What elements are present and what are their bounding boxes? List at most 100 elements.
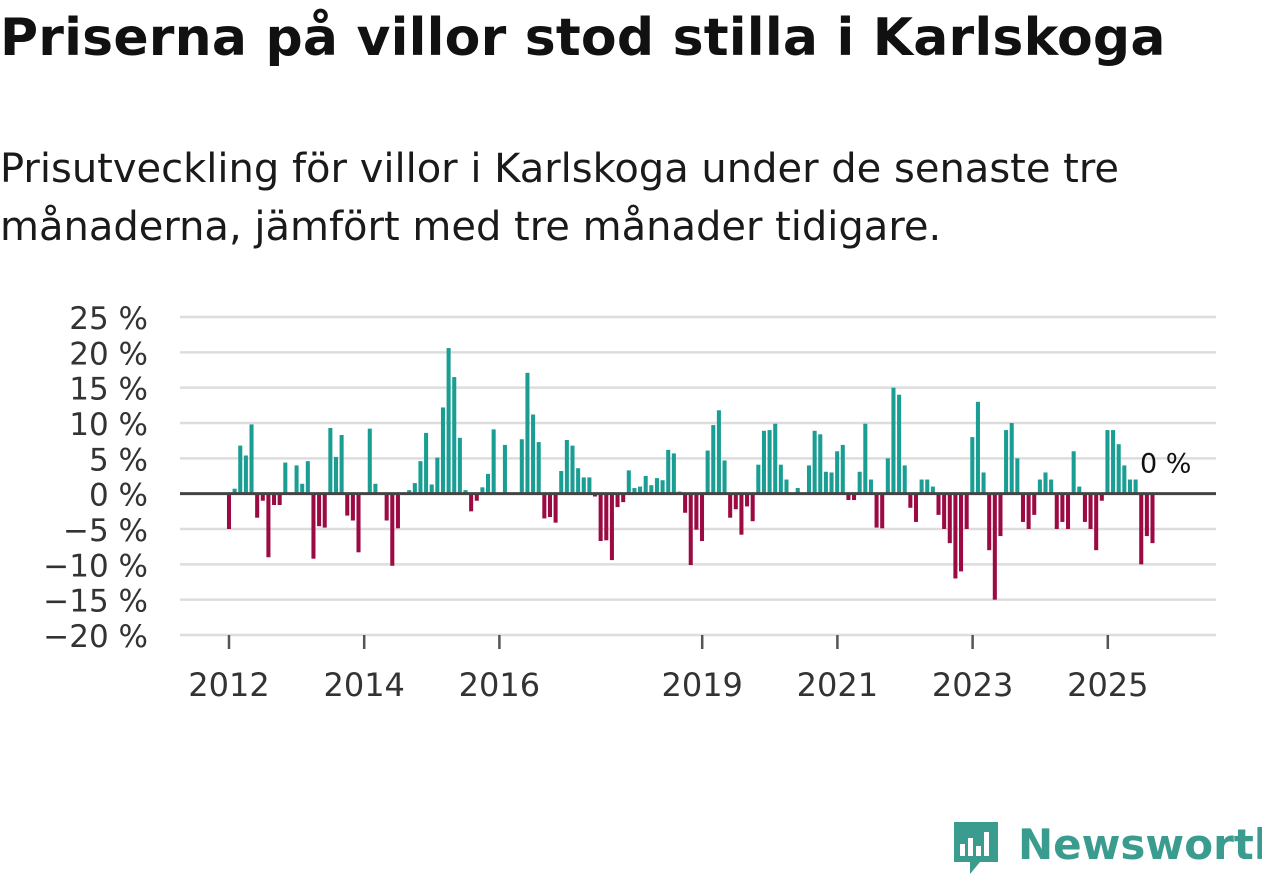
x-tick-label: 2021 — [797, 666, 878, 704]
bar — [395, 493, 400, 529]
bar — [1015, 458, 1020, 494]
bar — [806, 465, 812, 494]
bar — [1077, 486, 1082, 494]
bar — [609, 493, 614, 561]
bar — [1094, 493, 1099, 551]
bar — [604, 493, 609, 541]
bar — [260, 493, 265, 501]
bar — [947, 493, 952, 544]
bar — [868, 479, 873, 494]
bar — [300, 483, 305, 494]
bar — [480, 487, 485, 494]
bar — [277, 493, 282, 505]
bar — [722, 460, 727, 494]
bar — [863, 423, 868, 494]
bar — [226, 493, 232, 529]
bar — [440, 407, 445, 494]
bar — [795, 488, 800, 494]
bar — [654, 478, 659, 494]
bar — [649, 485, 654, 494]
bar — [384, 493, 389, 521]
bar — [705, 450, 710, 494]
bar — [576, 468, 581, 494]
bar — [823, 471, 828, 494]
bar — [322, 493, 327, 528]
bar — [671, 453, 676, 494]
bar — [311, 493, 316, 559]
bar — [784, 479, 789, 494]
bar — [542, 493, 547, 519]
y-tick-label: −15 % — [43, 584, 148, 620]
bar — [733, 493, 738, 510]
bar — [615, 493, 620, 508]
bar — [643, 476, 648, 494]
bar — [694, 493, 699, 530]
bar — [294, 465, 299, 494]
bar — [356, 493, 361, 553]
brand-logo: Newsworthy — [950, 818, 1262, 878]
bar — [880, 493, 885, 529]
bar — [435, 457, 440, 494]
bar — [936, 493, 941, 515]
bar — [773, 423, 778, 494]
bar — [452, 377, 457, 494]
bar — [491, 429, 496, 494]
x-tick-label: 2012 — [188, 666, 269, 704]
bar — [1099, 493, 1104, 501]
bar — [981, 472, 986, 494]
bar — [272, 493, 277, 505]
bar — [1049, 479, 1054, 494]
bar — [756, 464, 761, 494]
bar — [745, 493, 750, 507]
bar-chart: 25 %20 %15 %10 %5 %0 %−5 %−10 %−15 %−20 … — [43, 301, 1216, 704]
newsworthy-logo-icon — [954, 822, 998, 874]
bar — [519, 439, 524, 494]
bar — [598, 493, 603, 542]
bar — [1116, 444, 1121, 494]
bar — [424, 432, 429, 494]
bar — [874, 493, 879, 528]
bar — [373, 483, 378, 494]
bar — [1139, 493, 1144, 565]
bar — [457, 437, 462, 494]
bar — [317, 493, 322, 527]
chart-subtitle: Prisutveckling för villor i Karlskoga un… — [0, 146, 1120, 250]
bar — [525, 372, 530, 494]
bar — [829, 472, 834, 494]
bar — [857, 471, 862, 494]
bar — [502, 444, 507, 494]
bar — [930, 486, 935, 494]
brand-name: Newsworthy — [1018, 820, 1262, 869]
bar — [238, 445, 243, 494]
bar — [418, 461, 423, 494]
bar — [1009, 423, 1014, 494]
bar — [1066, 493, 1071, 529]
bar — [964, 493, 969, 529]
bar — [987, 493, 992, 551]
y-tick-label: 20 % — [69, 336, 148, 372]
bar — [305, 461, 310, 494]
bar — [469, 493, 474, 512]
bar — [666, 449, 671, 494]
bar — [1088, 493, 1093, 529]
y-tick-label: −5 % — [63, 513, 148, 549]
bar — [463, 490, 468, 494]
last-value-annotation: 0 % — [1140, 449, 1191, 480]
bar — [1026, 493, 1031, 529]
y-axis: 25 %20 %15 %10 %5 %0 %−5 %−10 %−15 %−20 … — [43, 301, 148, 655]
bar — [1127, 479, 1132, 494]
chart-title: Priserna på villor stod stilla i Karlsko… — [0, 8, 1166, 68]
bar — [835, 451, 840, 494]
x-tick-label: 2023 — [932, 666, 1013, 704]
bar — [688, 493, 693, 566]
bar — [486, 473, 491, 494]
bar — [812, 430, 817, 494]
bar — [852, 493, 857, 501]
bar — [767, 430, 772, 494]
bar — [266, 493, 271, 558]
bar — [1071, 451, 1076, 494]
bar — [885, 458, 890, 494]
bar — [367, 428, 372, 494]
bars — [226, 348, 1155, 600]
bar — [891, 387, 896, 494]
